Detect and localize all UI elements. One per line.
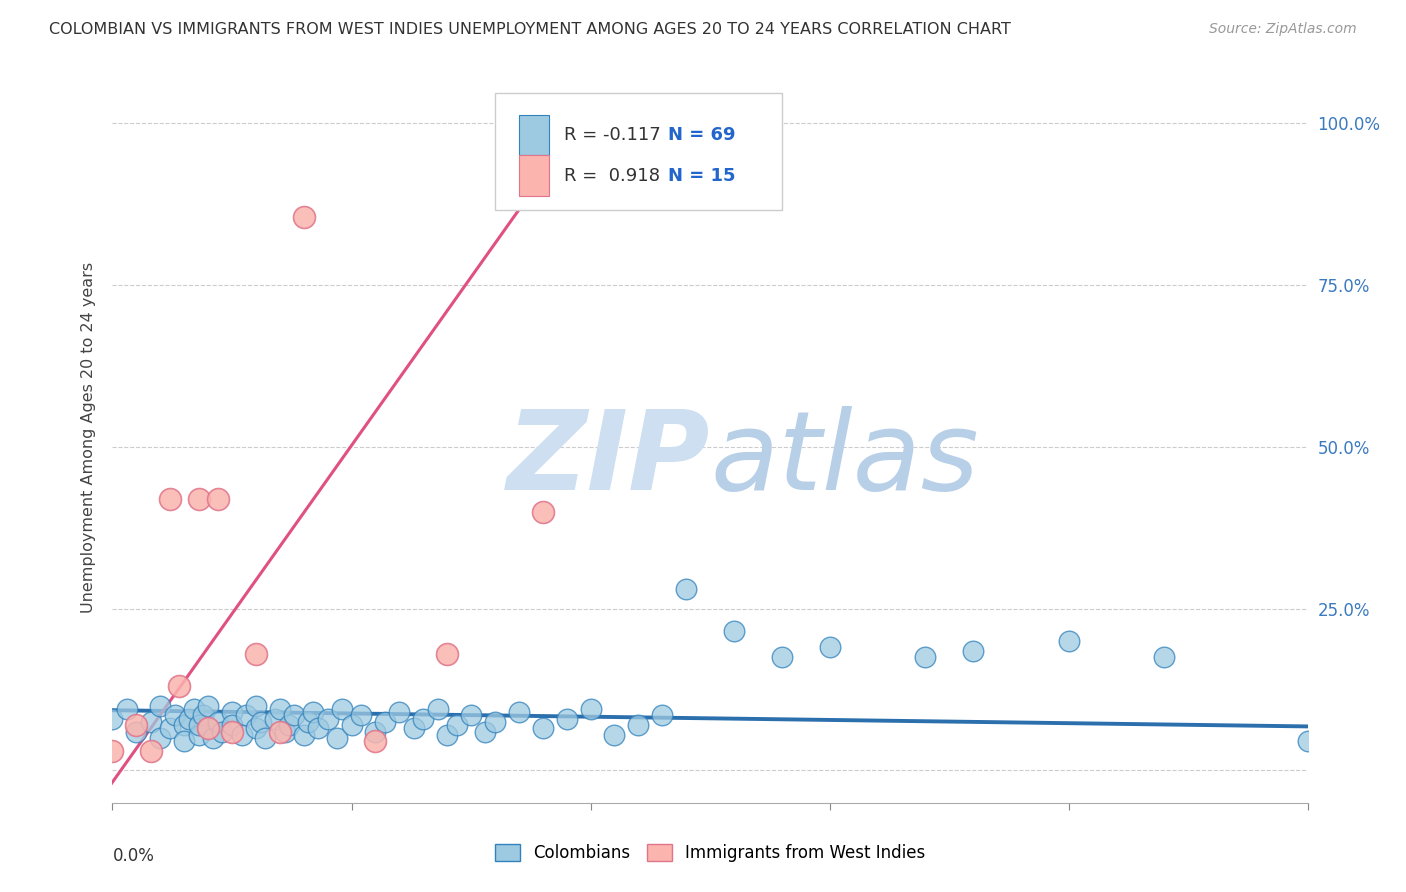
Text: N = 15: N = 15 [668,167,735,185]
Point [249,714,271,729]
Point [350,708,373,723]
Point [264,712,287,726]
Point [297,714,319,729]
Point [446,718,468,732]
Point [555,712,578,726]
Point [207,491,229,506]
Text: R = -0.117: R = -0.117 [564,126,661,144]
FancyBboxPatch shape [519,115,548,155]
Point [159,491,181,506]
Point [1057,634,1080,648]
Text: N = 69: N = 69 [668,126,735,144]
Point [402,722,425,736]
Point [651,708,673,723]
Point [221,718,243,732]
Point [675,582,697,597]
Point [770,650,793,665]
Point [149,698,172,713]
Point [173,734,195,748]
Point [531,504,554,518]
Point [197,722,219,736]
FancyBboxPatch shape [495,94,782,211]
Point [245,647,267,661]
Text: COLOMBIAN VS IMMIGRANTS FROM WEST INDIES UNEMPLOYMENT AMONG AGES 20 TO 24 YEARS : COLOMBIAN VS IMMIGRANTS FROM WEST INDIES… [49,22,1011,37]
Y-axis label: Unemployment Among Ages 20 to 24 years: Unemployment Among Ages 20 to 24 years [80,261,96,613]
Point [245,698,267,713]
Point [221,724,243,739]
Point [187,718,209,732]
Point [330,702,353,716]
Point [460,708,482,723]
Point [914,650,936,665]
Point [197,698,219,713]
Point [101,744,124,758]
Text: ZIP: ZIP [506,406,710,513]
Point [426,702,449,716]
Point [197,722,219,736]
Point [436,728,458,742]
Point [187,491,209,506]
Point [283,708,305,723]
Point [531,722,554,736]
Point [207,714,229,729]
Point [173,718,195,732]
Point [273,724,295,739]
Point [159,722,181,736]
Text: Source: ZipAtlas.com: Source: ZipAtlas.com [1209,22,1357,37]
Point [388,705,411,719]
Point [235,708,257,723]
Point [316,712,339,726]
Point [508,705,530,719]
Point [193,708,215,723]
Point [474,724,496,739]
Point [278,718,301,732]
Point [163,708,186,723]
Point [231,728,253,742]
Point [603,728,626,742]
Point [962,643,984,657]
Point [221,705,243,719]
Text: R =  0.918: R = 0.918 [564,167,661,185]
Point [1153,650,1175,665]
Point [374,714,396,729]
Point [484,714,506,729]
Point [139,744,162,758]
Point [1296,734,1319,748]
Point [183,702,205,716]
Point [302,705,325,719]
Legend: Colombians, Immigrants from West Indies: Colombians, Immigrants from West Indies [488,837,932,869]
Point [211,724,233,739]
Point [245,722,267,736]
Point [169,679,191,693]
Point [125,718,148,732]
Point [364,724,387,739]
Point [340,718,363,732]
Text: 0.0%: 0.0% [112,847,155,864]
Point [723,624,745,639]
Point [818,640,841,655]
Point [125,724,148,739]
Text: atlas: atlas [710,406,979,513]
Point [201,731,224,745]
Point [115,702,138,716]
Point [579,702,602,716]
Point [139,714,162,729]
Point [187,728,209,742]
Point [412,712,434,726]
Point [326,731,349,745]
Point [364,734,387,748]
Point [292,210,315,224]
Point [269,702,291,716]
Point [292,728,315,742]
Point [149,731,172,745]
Point [269,724,291,739]
Point [101,712,124,726]
Point [254,731,277,745]
Point [177,712,200,726]
Point [307,722,329,736]
FancyBboxPatch shape [519,155,548,195]
Point [627,718,650,732]
Point [436,647,458,661]
